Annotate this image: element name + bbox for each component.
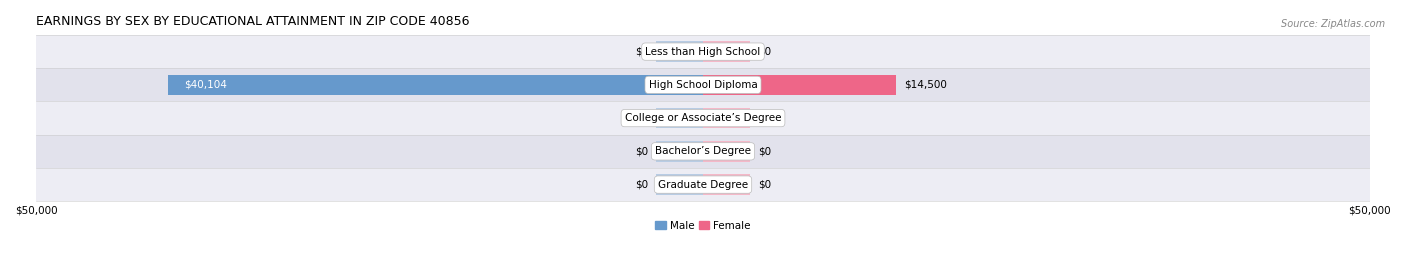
Text: $0: $0 (758, 47, 770, 56)
Text: $0: $0 (636, 113, 648, 123)
Text: $14,500: $14,500 (904, 80, 948, 90)
Text: High School Diploma: High School Diploma (648, 80, 758, 90)
Text: $0: $0 (636, 180, 648, 190)
Text: $0: $0 (636, 47, 648, 56)
Legend: Male, Female: Male, Female (651, 217, 755, 235)
Bar (703, 41, 749, 62)
Bar (37, 168, 1369, 201)
Bar (703, 141, 749, 162)
Bar (703, 75, 897, 95)
Text: EARNINGS BY SEX BY EDUCATIONAL ATTAINMENT IN ZIP CODE 40856: EARNINGS BY SEX BY EDUCATIONAL ATTAINMEN… (37, 15, 470, 28)
Text: $0: $0 (758, 146, 770, 156)
Text: Graduate Degree: Graduate Degree (658, 180, 748, 190)
Text: Bachelor’s Degree: Bachelor’s Degree (655, 146, 751, 156)
Bar (37, 101, 1369, 135)
Bar (657, 141, 703, 162)
Bar (657, 108, 703, 128)
Bar (37, 35, 1369, 68)
Bar (703, 108, 749, 128)
Text: College or Associate’s Degree: College or Associate’s Degree (624, 113, 782, 123)
Bar (703, 174, 749, 195)
Bar (657, 174, 703, 195)
Text: $0: $0 (758, 180, 770, 190)
Bar (37, 68, 1369, 101)
Text: $40,104: $40,104 (184, 80, 228, 90)
Bar (169, 75, 703, 95)
Text: Less than High School: Less than High School (645, 47, 761, 56)
Bar (657, 41, 703, 62)
Text: $0: $0 (636, 146, 648, 156)
Text: Source: ZipAtlas.com: Source: ZipAtlas.com (1281, 19, 1385, 29)
Bar (37, 135, 1369, 168)
Text: $0: $0 (758, 113, 770, 123)
